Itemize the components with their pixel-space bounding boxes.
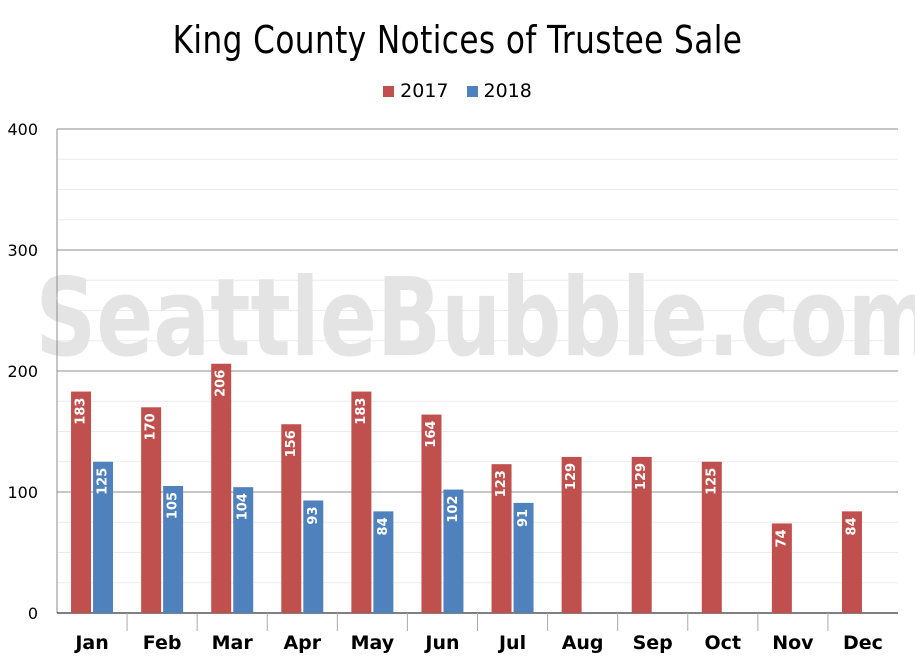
bar-2017-may (351, 391, 372, 613)
bar-2017-feb (141, 407, 162, 613)
x-tick-label: Sep (633, 632, 673, 654)
bar-2017-aug (561, 456, 582, 613)
bar-2018-apr (303, 500, 324, 613)
data-label: 93 (306, 506, 321, 524)
x-tick-label: Jan (73, 632, 108, 654)
x-tick-label: Apr (283, 632, 321, 654)
legend: 2017 2018 (0, 80, 915, 102)
bar-2017-apr (281, 424, 302, 613)
legend-item-2017: 2017 (383, 80, 449, 102)
bar-2017-jan (71, 391, 92, 613)
watermark: SeattleBubble.com (36, 256, 915, 381)
y-tick-label: 400 (7, 120, 38, 139)
bar-2018-jul (513, 502, 534, 613)
bar-2017-oct (701, 461, 722, 613)
legend-item-2018: 2018 (466, 80, 532, 102)
data-label: 123 (494, 470, 509, 497)
legend-label-2017: 2017 (400, 80, 449, 102)
data-label: 91 (516, 509, 531, 527)
y-tick-label: 0 (28, 604, 38, 623)
data-label: 84 (844, 517, 859, 535)
data-label: 105 (166, 492, 181, 519)
y-tick-label: 100 (7, 483, 38, 502)
bar-2018-jun (443, 489, 464, 613)
x-tick-label: Aug (562, 632, 604, 654)
x-tick-label: Oct (705, 632, 742, 654)
data-label: 183 (74, 398, 89, 425)
bar-2018-feb (163, 485, 184, 613)
bar-2017-mar (211, 363, 232, 613)
data-label: 170 (144, 413, 159, 440)
data-label: 74 (774, 529, 789, 547)
legend-label-2018: 2018 (483, 80, 532, 102)
y-tick-label: 300 (7, 241, 38, 260)
data-label: 129 (564, 463, 579, 490)
bar-2017-sep (631, 456, 652, 613)
bar-2018-jan (93, 461, 114, 613)
data-label: 129 (634, 463, 649, 490)
data-label: 104 (236, 493, 251, 520)
chart-title: King County Notices of Trustee Sale (172, 18, 743, 62)
data-label: 125 (704, 468, 719, 495)
bar-2017-jun (421, 414, 442, 613)
x-tick-label: Nov (772, 632, 814, 654)
bar-2017-nov (771, 523, 792, 613)
data-label: 156 (284, 430, 299, 457)
bar-2017-dec (841, 511, 862, 613)
x-tick-label: Mar (212, 632, 254, 654)
legend-swatch-2018 (466, 85, 478, 97)
data-label: 164 (424, 421, 439, 448)
x-tick-label: Feb (143, 632, 182, 654)
bar-2018-may (373, 511, 394, 613)
data-label: 183 (354, 398, 369, 425)
y-tick-label: 200 (7, 362, 38, 381)
data-label: 102 (446, 496, 461, 523)
data-label: 84 (376, 517, 391, 535)
data-label: 206 (214, 370, 229, 397)
bar-2018-mar (233, 487, 254, 613)
x-tick-label: Jun (423, 632, 459, 654)
x-tick-label: Jul (497, 632, 526, 654)
legend-swatch-2017 (383, 85, 395, 97)
x-tick-label: May (351, 632, 395, 654)
bar-2017-jul (491, 464, 512, 613)
x-tick-label: Dec (843, 632, 883, 654)
data-label: 125 (96, 468, 111, 495)
